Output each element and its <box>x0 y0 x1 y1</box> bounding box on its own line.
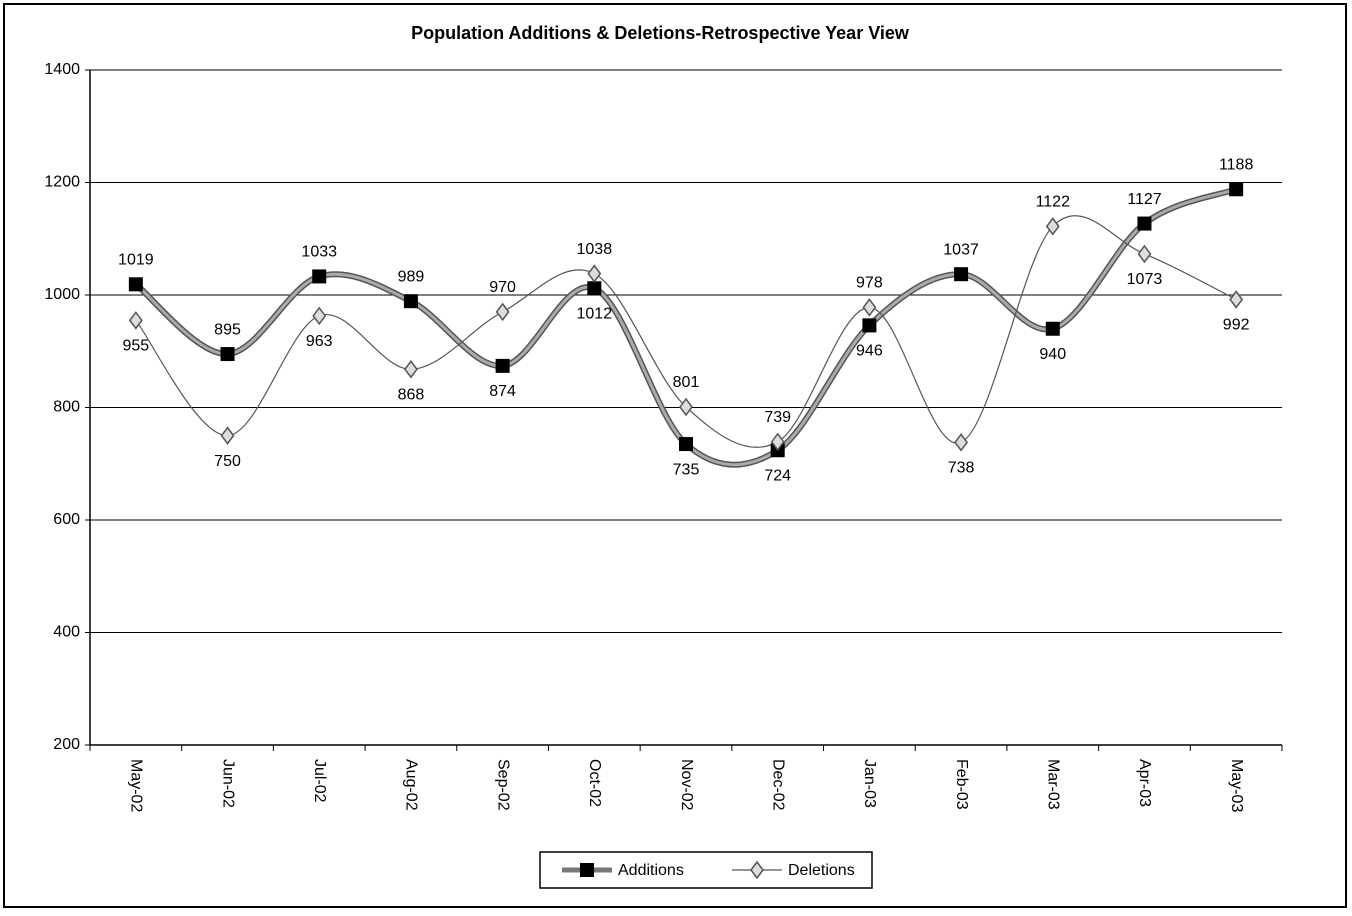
marker <box>403 294 418 309</box>
marker <box>403 360 418 379</box>
data-label: 895 <box>214 321 241 338</box>
data-label: 1038 <box>577 241 613 258</box>
data-label: 1012 <box>577 305 613 322</box>
marker <box>128 311 143 330</box>
marker <box>128 277 143 292</box>
data-label: 992 <box>1223 317 1250 334</box>
y-tick-label: 400 <box>53 624 80 641</box>
data-label: 1188 <box>1219 156 1254 173</box>
data-label: 1037 <box>943 241 979 258</box>
marker <box>495 358 510 373</box>
marker <box>580 863 594 877</box>
marker <box>679 437 693 452</box>
x-tick-label: Jun-02 <box>219 759 236 808</box>
marker <box>750 860 764 880</box>
data-label: 989 <box>398 268 425 285</box>
x-tick-label: May-02 <box>128 759 145 812</box>
data-label: 940 <box>1039 346 1066 363</box>
data-label: 874 <box>489 383 516 400</box>
x-tick-label: Aug-02 <box>403 759 420 811</box>
x-tick-label: Jul-02 <box>311 759 328 803</box>
data-label: 739 <box>764 409 791 426</box>
data-label: 955 <box>122 338 149 355</box>
legend-label: Additions <box>618 862 684 879</box>
x-tick-label: Apr-03 <box>1136 759 1153 807</box>
y-tick-label: 1400 <box>44 61 80 78</box>
x-tick-label: Oct-02 <box>586 759 603 807</box>
x-tick-label: Feb-03 <box>953 759 970 810</box>
marker <box>770 432 785 452</box>
y-tick-label: 1200 <box>44 174 80 191</box>
marker <box>862 298 877 317</box>
y-tick-label: 200 <box>53 736 80 753</box>
x-tick-label: Dec-02 <box>769 759 786 811</box>
marker <box>954 433 969 452</box>
data-label: 738 <box>948 460 975 477</box>
x-tick-label: Sep-02 <box>494 759 511 811</box>
data-label: 1033 <box>301 244 337 261</box>
marker <box>1137 216 1152 231</box>
data-label: 724 <box>764 467 791 484</box>
marker <box>312 306 327 326</box>
marker <box>1229 182 1244 197</box>
x-tick-label: Mar-03 <box>1045 759 1062 810</box>
x-tick-label: Jan-03 <box>861 759 878 808</box>
marker <box>862 318 877 333</box>
marker <box>1045 217 1060 236</box>
marker <box>679 397 693 417</box>
x-tick-label: Nov-02 <box>678 759 695 811</box>
data-label: 970 <box>489 279 516 296</box>
data-label: 978 <box>856 275 883 292</box>
data-label: 735 <box>673 461 700 478</box>
chart-border <box>3 3 1347 908</box>
marker <box>1229 290 1244 309</box>
x-tick-label: May-03 <box>1228 759 1245 812</box>
marker <box>220 347 235 362</box>
data-label: 1122 <box>1036 194 1071 211</box>
data-label: 1019 <box>118 252 154 269</box>
marker <box>954 267 969 282</box>
data-label: 801 <box>673 374 700 391</box>
data-label: 868 <box>398 386 425 403</box>
marker <box>312 269 327 284</box>
data-label: 750 <box>214 453 241 470</box>
marker <box>1137 244 1152 264</box>
marker <box>587 281 602 296</box>
marker <box>1045 321 1060 336</box>
data-label: 1073 <box>1127 271 1163 288</box>
y-tick-label: 600 <box>53 511 80 528</box>
marker <box>587 264 602 283</box>
data-label: 1127 <box>1127 191 1162 208</box>
y-tick-label: 1000 <box>44 286 80 303</box>
marker <box>220 426 235 445</box>
y-tick-label: 800 <box>53 399 80 416</box>
chart-title: Population Additions & Deletions-Retrosp… <box>411 23 910 43</box>
legend-label: Deletions <box>788 862 855 879</box>
data-label: 963 <box>306 333 333 350</box>
marker <box>495 302 510 322</box>
data-label: 946 <box>856 343 883 360</box>
